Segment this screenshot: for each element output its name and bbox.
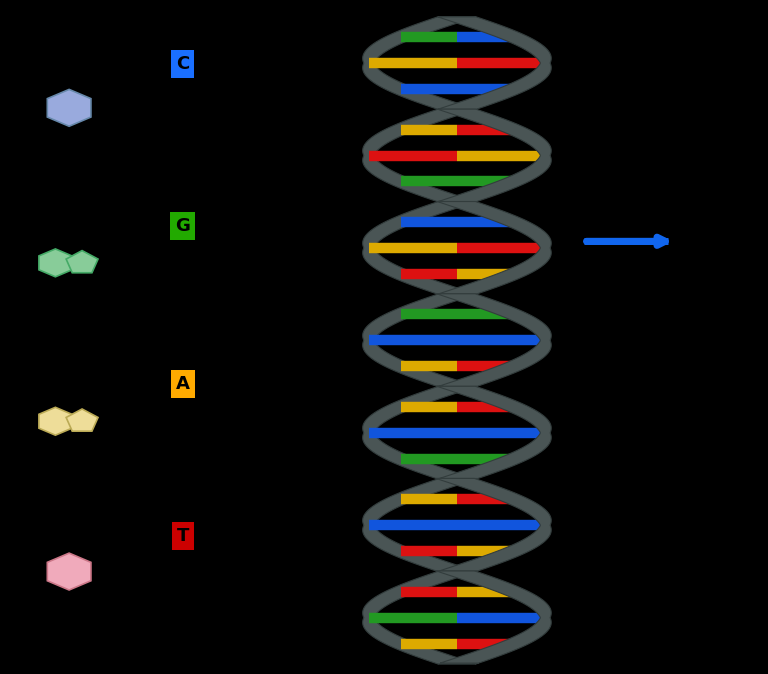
Polygon shape [438,663,478,664]
Polygon shape [48,90,91,126]
Polygon shape [436,386,551,479]
Polygon shape [362,571,478,664]
Polygon shape [436,479,551,571]
Polygon shape [438,17,551,109]
Text: T: T [177,527,189,545]
Polygon shape [39,407,72,435]
Polygon shape [438,109,551,202]
Polygon shape [437,294,551,386]
Polygon shape [39,249,72,277]
Polygon shape [48,553,91,590]
Text: C: C [176,55,190,73]
Text: A: A [176,375,190,393]
Polygon shape [435,571,551,663]
Polygon shape [362,479,478,571]
Text: G: G [175,217,190,235]
Polygon shape [362,386,478,479]
Polygon shape [362,202,477,294]
Polygon shape [66,251,98,273]
Polygon shape [362,294,477,386]
Polygon shape [66,409,98,431]
Polygon shape [362,109,476,202]
Polygon shape [437,202,551,294]
Polygon shape [362,17,476,109]
